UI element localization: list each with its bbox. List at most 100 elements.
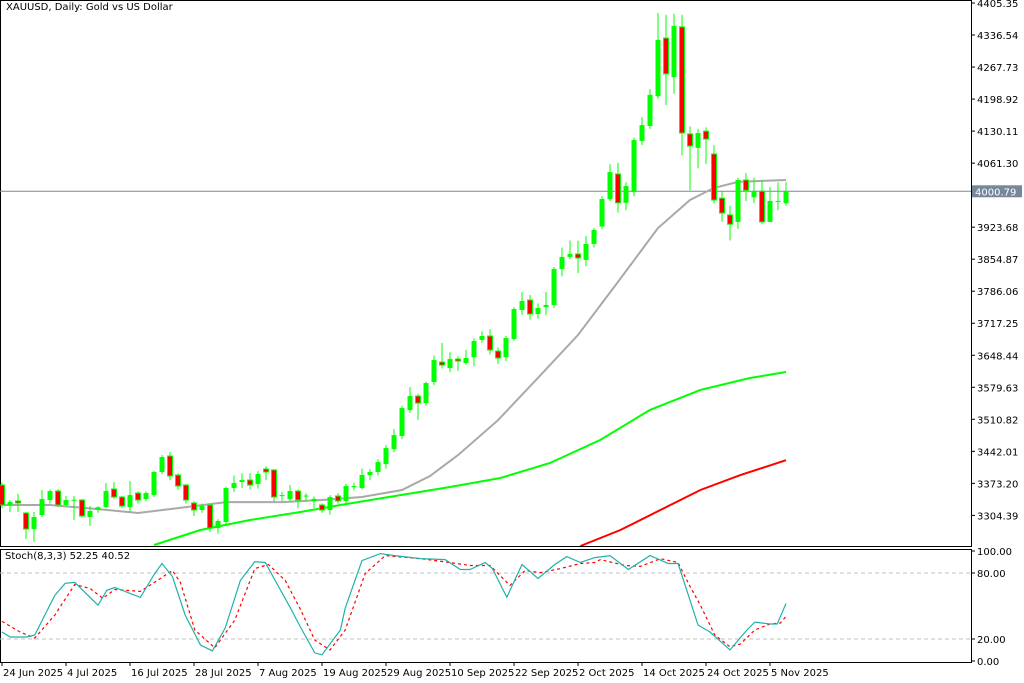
candle-bullish (751, 191, 757, 198)
candle-bearish (487, 335, 493, 351)
candle-bearish (207, 504, 213, 529)
candle-bullish (735, 180, 741, 222)
stochastic-title: Stoch(8,3,3) 52.25 40.52 (5, 551, 131, 562)
price-axis-label: 3442.01 (977, 447, 1018, 458)
candle-bearish (119, 496, 125, 507)
candle-bullish (327, 497, 333, 511)
candle-bullish (231, 483, 237, 489)
candle-bullish (255, 474, 261, 485)
price-axis-label: 3579.63 (977, 383, 1018, 394)
time-axis-label: 10 Sep 2025 (451, 668, 514, 679)
candle-bearish (175, 474, 181, 487)
candle-bearish (415, 395, 421, 404)
candle-bullish (559, 256, 565, 269)
candle-bullish (631, 139, 637, 193)
candle-bullish (39, 499, 45, 516)
candle-bearish (575, 253, 581, 259)
candle-bearish (703, 130, 709, 140)
candle-bearish (55, 490, 61, 506)
candle-bearish (727, 214, 733, 225)
candle-bullish (31, 517, 37, 530)
stochastic-axis-label: 80.00 (977, 569, 1006, 580)
candle-bearish (335, 495, 341, 502)
candle-bearish (687, 133, 693, 147)
candle-bearish (167, 455, 173, 477)
candle-bullish (607, 172, 613, 200)
price-axis-label: 3854.87 (977, 255, 1018, 266)
candle-bearish (615, 173, 621, 204)
candle-bullish (279, 495, 285, 497)
candle-bullish (639, 125, 645, 141)
candle-bearish (183, 484, 189, 501)
candle-bearish (679, 26, 685, 134)
candle-bearish (23, 512, 29, 530)
candle-bullish (367, 472, 373, 476)
price-axis-label: 3786.06 (977, 287, 1018, 298)
candle-bullish (423, 383, 429, 404)
price-axis-label: 4198.92 (977, 95, 1018, 106)
candle-bullish (95, 507, 101, 510)
candle-bullish (591, 229, 597, 244)
candle-bullish (519, 301, 525, 311)
candle-bullish (287, 491, 293, 500)
candle-bullish (647, 94, 653, 127)
candle-bullish (391, 435, 397, 450)
price-axis-label: 3923.68 (977, 223, 1018, 234)
candle-bullish (215, 521, 221, 529)
candle-bullish (223, 488, 229, 523)
candle-bullish (479, 336, 485, 341)
candle-bearish (247, 479, 253, 486)
candle-bullish (535, 307, 541, 315)
current-price-label: 4000.79 (975, 187, 1016, 198)
stochastic-signal-line (1, 554, 787, 651)
time-axis-label: 24 Jun 2025 (3, 668, 63, 679)
candle-bearish (759, 190, 765, 223)
candle-bearish (527, 299, 533, 315)
candle-bearish (719, 197, 725, 214)
candle-bearish (439, 361, 445, 366)
candle-bullish (407, 396, 413, 411)
candle-bullish (767, 200, 773, 222)
candle-bearish (711, 153, 717, 201)
candle-bullish (503, 338, 509, 358)
candle-bullish (63, 500, 69, 506)
candle-bearish (455, 358, 461, 362)
time-axis-label: 29 Aug 2025 (387, 668, 451, 679)
candle-bullish (375, 462, 381, 473)
candle-bullish (359, 475, 365, 489)
candle-bullish (343, 486, 349, 502)
candle-bullish (303, 495, 309, 497)
candle-bullish (783, 191, 789, 204)
candle-bullish (447, 359, 453, 369)
candle-bearish (663, 37, 669, 75)
current-price-badge (972, 185, 1022, 198)
stochastic-axis-label: 20.00 (977, 635, 1006, 646)
time-axis-label: 19 Aug 2025 (323, 668, 387, 679)
candle-bullish (87, 511, 93, 518)
candle-bullish (239, 480, 245, 483)
price-axis-label: 3304.39 (977, 511, 1018, 522)
stochastic-pane-frame (0, 549, 972, 663)
price-axis-label: 3510.82 (977, 415, 1018, 426)
price-axis-label: 3717.25 (977, 319, 1018, 330)
time-axis-label: 5 Nov 2025 (771, 668, 829, 679)
price-axis-label: 4267.73 (977, 63, 1018, 74)
candle-bullish (47, 491, 53, 501)
price-axis-label: 4336.54 (977, 31, 1018, 42)
price-plot (0, 12, 971, 546)
candle-bullish (143, 493, 149, 500)
candle-bearish (319, 504, 325, 511)
price-axis-label: 4405.35 (977, 0, 1018, 10)
candle-bearish (79, 499, 85, 517)
candle-bullish (383, 448, 389, 465)
candle-bearish (263, 468, 269, 473)
moving-average-ma_slow (580, 459, 787, 546)
price-axis-label: 3648.44 (977, 351, 1018, 362)
candle-bearish (111, 488, 117, 498)
candle-bullish (567, 253, 573, 257)
candle-bearish (271, 469, 277, 498)
candle-bullish (399, 408, 405, 437)
candle-bullish (671, 25, 677, 78)
stochastic-axis-label: 0.00 (977, 657, 999, 668)
